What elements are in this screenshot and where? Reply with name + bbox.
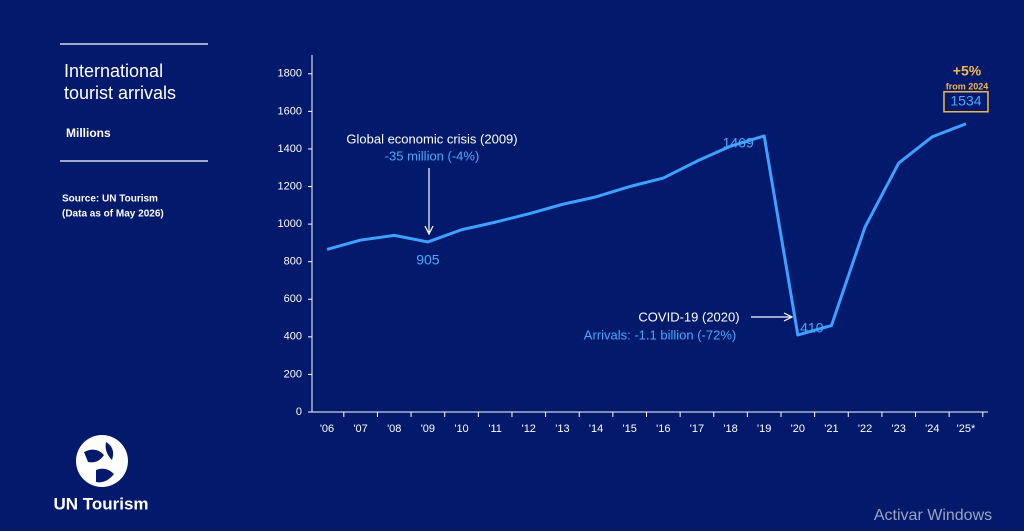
sidebar-subtitle: Millions	[66, 126, 111, 140]
x-tick-label: '22	[858, 423, 872, 435]
y-tick-label: 1200	[278, 180, 302, 192]
x-tick-label: '10	[454, 423, 468, 435]
x-tick-label: '23	[892, 423, 906, 435]
y-tick-label: 1000	[278, 218, 302, 230]
y-tick-label: 1600	[278, 105, 302, 117]
x-tick-label: '16	[656, 423, 670, 435]
source: Source: UN Tourism	[62, 194, 158, 205]
x-tick-label: '15	[622, 423, 636, 435]
sidebar-title: International tourist arrivals	[64, 61, 177, 103]
y-tick-label: 800	[284, 256, 302, 268]
x-tick-label: '19	[757, 423, 771, 435]
arrow	[751, 312, 794, 322]
y-tick-label: 600	[284, 293, 302, 305]
y-tick-label: 1800	[278, 68, 302, 80]
x-tick-label: '17	[690, 423, 704, 435]
x-tick-label: '24	[925, 423, 939, 435]
y-tick-label: 400	[284, 331, 302, 343]
x-tick-label: '12	[522, 423, 536, 435]
logo-icon	[76, 435, 128, 487]
data-label: 1469	[723, 135, 754, 151]
annotation: Arrivals: -1.1 billion (-72%)	[584, 327, 736, 342]
x-tick-label: '09	[421, 423, 435, 435]
x-tick-label: '11	[488, 423, 502, 435]
annotation: from 2024	[946, 81, 989, 91]
x-tick-label: '25*	[957, 423, 976, 435]
annotation: +5%	[953, 63, 982, 79]
x-tick-label: '06	[320, 423, 334, 435]
logo-text: UN Tourism	[53, 494, 148, 513]
x-tick-label: '08	[387, 423, 401, 435]
y-tick-label: 1400	[278, 143, 302, 155]
x-tick-label: '18	[723, 423, 737, 435]
title-box: International tourist arrivals	[64, 61, 177, 103]
arrow	[424, 168, 434, 236]
x-tick-label: '07	[353, 423, 367, 435]
data-label: 1534	[950, 92, 981, 108]
annotation: COVID-19 (2020)	[638, 309, 739, 324]
annotation: Global economic crisis (2009)	[346, 131, 517, 146]
x-tick-label: '20	[791, 423, 805, 435]
x-tick-label: '21	[824, 423, 838, 435]
x-tick-label: '13	[555, 423, 569, 435]
y-tick-label: 0	[296, 406, 302, 418]
data-line	[326, 122, 967, 337]
annotation: -35 million (-4%)	[385, 148, 480, 163]
data-label: 905	[416, 252, 440, 268]
label-box	[943, 91, 989, 113]
watermark: Activar Windows	[874, 507, 992, 524]
x-tick-label: '14	[589, 423, 603, 435]
data-label: 410	[800, 320, 824, 336]
source-note: (Data as of May 2026)	[62, 209, 164, 220]
y-tick-label: 200	[284, 368, 302, 380]
